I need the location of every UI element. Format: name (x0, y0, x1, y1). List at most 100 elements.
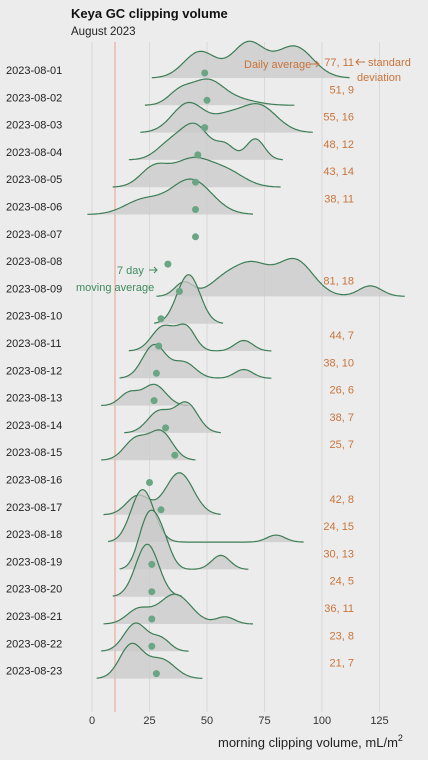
daily-stats-label: 26, 6 (330, 385, 354, 397)
ridge-fill (112, 544, 182, 597)
daily-stats-label: 55, 16 (323, 112, 354, 124)
ridge-fill (144, 79, 295, 106)
moving-average-dot (201, 124, 209, 132)
ridge-line (101, 383, 189, 407)
ridge-line (119, 343, 272, 379)
ridge-fill (140, 102, 313, 133)
chart-title: Keya GC clipping volume (71, 6, 228, 21)
ridge-line (108, 488, 304, 543)
date-label: 2023-08-03 (6, 120, 62, 132)
x-tick-label: 125 (370, 715, 388, 727)
daily-stats-label: 51, 9 (330, 84, 354, 96)
moving-average-dot (162, 424, 170, 432)
moving-average-dots (146, 69, 211, 678)
x-tick-label: 75 (258, 715, 270, 727)
ridge-line (151, 40, 350, 79)
moving-average-dot (157, 315, 165, 323)
ridges (87, 40, 405, 679)
moving-average-annotation: moving average (76, 282, 154, 294)
date-label: 2023-08-23 (6, 666, 62, 678)
date-label: 2023-08-13 (6, 393, 62, 405)
daily-average-arrow (311, 60, 320, 68)
daily-average-annotation: Daily average (244, 59, 311, 71)
daily-stats-label: 24, 5 (330, 576, 354, 588)
x-tick-label: 25 (143, 715, 155, 727)
date-label: 2023-08-19 (6, 556, 62, 568)
x-tick-label: 100 (313, 715, 331, 727)
daily-stats-label: 38, 11 (324, 194, 354, 206)
ridge-fill (154, 274, 224, 324)
date-label: 2023-08-07 (6, 229, 62, 241)
ridge-line (103, 472, 221, 516)
ridge-fill (101, 384, 189, 406)
daily-stats-label: 23, 8 (330, 630, 354, 642)
ridge-line (124, 401, 221, 434)
daily-stats-label: 21, 7 (330, 658, 354, 670)
moving-average-dot (203, 96, 211, 104)
moving-average-dot (192, 206, 199, 213)
date-label: 2023-08-18 (6, 529, 62, 541)
ridge-fill (124, 401, 221, 433)
daily-stats-label: 43, 14 (323, 166, 354, 178)
date-label: 2023-08-20 (6, 584, 62, 596)
date-label: 2023-08-06 (6, 202, 62, 214)
ridge-line (112, 543, 182, 597)
moving-average-dot (150, 397, 158, 405)
ridge-line (154, 274, 224, 324)
moving-average-dot (146, 479, 153, 486)
annotation-arrows (149, 58, 365, 274)
x-tick-label: 0 (89, 715, 95, 727)
date-label: 2023-08-09 (6, 283, 62, 295)
moving-average-dot (157, 506, 165, 514)
ridge-line (87, 178, 254, 215)
moving-average-dot (175, 287, 183, 295)
moving-average-dot (148, 642, 156, 650)
ridge-fill (108, 489, 304, 543)
daily-stats-label: 30, 13 (323, 548, 354, 560)
moving-average-dot (148, 588, 156, 596)
ridge-fill (87, 179, 254, 215)
x-axis-label: morning clipping volume, mL/m2 (218, 733, 403, 750)
date-label: 2023-08-05 (6, 174, 62, 186)
moving-average-dot (148, 560, 156, 568)
daily-stats-label: 25, 7 (330, 439, 354, 451)
ridge-line (103, 593, 253, 625)
date-label: 2023-08-14 (6, 420, 62, 432)
date-label: 2023-08-15 (6, 447, 62, 459)
deviation-annotation: deviation (357, 72, 401, 84)
daily-stats-label: 77, 11 (324, 57, 354, 69)
x-tick-labels: 0 25 50 75 100 125 (89, 715, 389, 727)
daily-stats-label: 81, 18 (323, 275, 354, 287)
date-label: 2023-08-04 (6, 147, 62, 159)
moving-average-dot (171, 451, 179, 459)
daily-stats-label: 24, 15 (323, 521, 354, 533)
moving-average-dot (148, 615, 156, 623)
ridge-fill (156, 258, 405, 297)
ridge-line (128, 323, 272, 352)
moving-average-dot (164, 260, 172, 268)
moving-average-dot (192, 178, 199, 186)
daily-stats-label: 44, 7 (330, 330, 354, 342)
date-label: 2023-08-08 (6, 256, 62, 268)
moving-average-dot (152, 670, 160, 678)
daily-stats-labels: 77, 11 51, 9 55, 16 48, 12 43, 14 38, 11 81, 1… (323, 57, 354, 670)
seven-day-annotation: 7 day (117, 265, 144, 277)
moving-average-dot (155, 342, 163, 350)
daily-stats-label: 38, 7 (330, 412, 354, 424)
daily-stats-label: 38, 10 (323, 357, 354, 369)
moving-average-dot (201, 69, 209, 77)
moving-average-dot (152, 369, 160, 377)
daily-stats-label: 36, 11 (324, 603, 354, 615)
standard-annotation: standard (368, 57, 411, 69)
ridge-line (101, 429, 196, 461)
date-label: 2023-08-16 (6, 475, 62, 487)
ridge-fill (103, 594, 253, 624)
daily-stats-label: 48, 12 (323, 139, 354, 151)
date-label: 2023-08-17 (6, 502, 62, 514)
date-labels: 2023-08-01 2023-08-02 2023-08-03 2023-08-04… (6, 65, 62, 678)
chart-subtitle: August 2023 (71, 26, 136, 38)
ridge-fill (101, 429, 196, 461)
ridge-line (96, 642, 203, 679)
ridge-fill (101, 623, 189, 652)
ridge-line (119, 509, 249, 570)
